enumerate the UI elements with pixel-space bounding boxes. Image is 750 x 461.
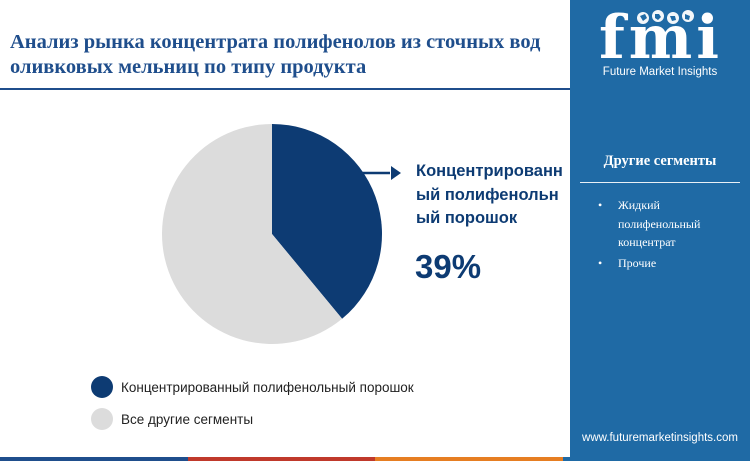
bullet-icon: • <box>598 198 603 212</box>
legend-swatch <box>91 408 113 430</box>
sidebar-item: • Прочие <box>598 254 738 273</box>
callout-label: Концентрированный полифенольный порошок <box>416 162 563 227</box>
callout-arrow-icon <box>391 166 401 180</box>
bottom-bar-segment <box>375 457 563 461</box>
fmi-logo: fmi <box>599 6 719 64</box>
callout-value: 39% <box>415 248 482 285</box>
logo-subtitle: Future Market Insights <box>602 66 718 78</box>
legend-label: Все другие сегменты <box>121 411 254 427</box>
legend-item: Концентрированный полифенольный порошок <box>91 372 414 402</box>
pie-slice-1 <box>161 124 343 344</box>
sidebar-item: • Жидкий полифенольный концентрат <box>598 196 738 252</box>
pie-slice-0 <box>272 124 382 319</box>
chart-title: Анализ рынка концентрата полифенолов из … <box>10 31 541 78</box>
sidebar-title: Другие сегменты <box>603 153 717 169</box>
legend: Концентрированный полифенольный порошок … <box>91 372 414 436</box>
sidebar-item-label: Прочие <box>618 255 657 270</box>
sidebar-divider <box>580 182 740 183</box>
bottom-bar-segment <box>0 457 188 461</box>
title-divider <box>0 88 570 90</box>
bottom-color-bar <box>0 457 750 461</box>
bottom-bar-segment <box>187 457 375 461</box>
legend-swatch <box>91 376 113 398</box>
sidebar: fmi Future Market Insights Другие сегмен… <box>570 0 750 461</box>
sidebar-list: • Жидкий полифенольный концентрат • Проч… <box>598 196 738 274</box>
legend-item: Все другие сегменты <box>91 404 414 434</box>
pie-chart <box>161 124 401 344</box>
sidebar-item-label: Жидкий полифенольный концентрат <box>618 198 701 249</box>
website-link[interactable]: www.futuremarketinsights.com <box>582 432 738 444</box>
bottom-bar-segment <box>562 457 750 461</box>
legend-label: Концентрированный полифенольный порошок <box>121 379 414 395</box>
bullet-icon: • <box>598 255 603 270</box>
